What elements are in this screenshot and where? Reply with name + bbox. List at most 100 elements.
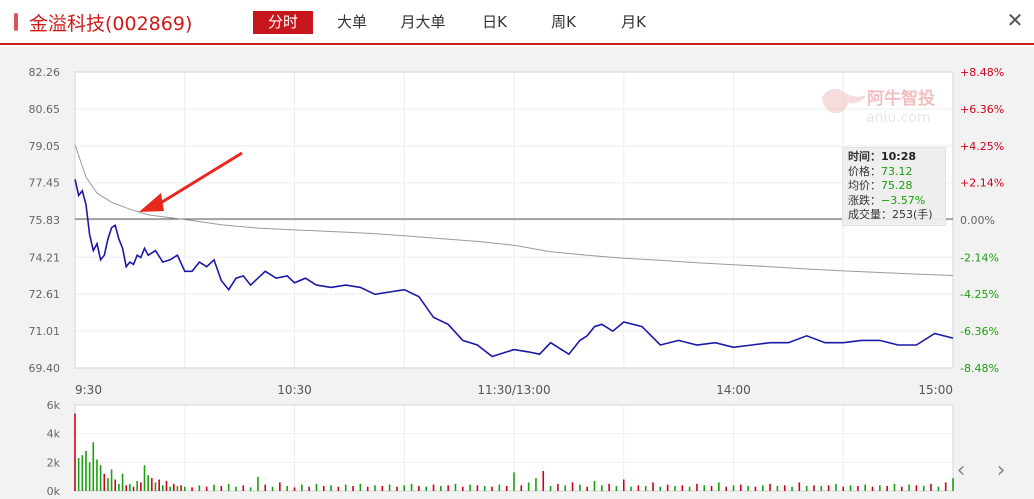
time-tick-label: 10:30 bbox=[277, 383, 312, 397]
tooltip-change-label: 涨跌： bbox=[848, 193, 881, 207]
volume-bar bbox=[879, 485, 881, 491]
volume-bar bbox=[601, 485, 603, 491]
volume-bar bbox=[696, 483, 698, 491]
volume-bar bbox=[264, 484, 267, 491]
volume-bar bbox=[871, 486, 874, 491]
volume-bars bbox=[74, 413, 954, 491]
bull-logo-icon bbox=[822, 88, 866, 114]
volume-bar bbox=[805, 485, 808, 491]
volume-bar bbox=[542, 470, 545, 491]
volume-bar bbox=[608, 483, 610, 491]
volume-bar bbox=[132, 486, 135, 491]
price-tick-label: 79.05 bbox=[29, 140, 61, 153]
percent-tick-label: -4.25% bbox=[960, 288, 999, 301]
time-tick-label: 11:30/13:00 bbox=[477, 383, 550, 397]
tab-monthly-big-order[interactable]: 月大单 bbox=[400, 13, 446, 31]
volume-bar bbox=[922, 485, 925, 491]
watermark-domain: aniu.com bbox=[866, 110, 931, 126]
volume-bar bbox=[440, 485, 442, 491]
volume-bar bbox=[476, 485, 479, 491]
volume-bar bbox=[183, 486, 186, 491]
volume-bar bbox=[432, 484, 435, 491]
volume-bar bbox=[107, 478, 109, 491]
volume-bar bbox=[257, 476, 259, 491]
volume-axis: 6k 4k 2k 0k bbox=[47, 399, 61, 498]
price-tick-label: 72.61 bbox=[29, 288, 61, 301]
volume-bar bbox=[96, 459, 98, 491]
price-line bbox=[74, 179, 954, 358]
volume-bar bbox=[77, 458, 80, 491]
price-tick-label: 77.45 bbox=[29, 177, 61, 190]
volume-bar bbox=[136, 480, 138, 491]
volume-bar bbox=[710, 485, 713, 491]
volume-bar bbox=[652, 482, 654, 491]
volume-bar bbox=[791, 486, 793, 491]
volume-bar bbox=[630, 486, 632, 491]
volume-bar bbox=[92, 442, 95, 491]
volume-bar bbox=[337, 486, 340, 491]
tooltip-price-value: 73.12 bbox=[881, 164, 913, 178]
volume-bar bbox=[674, 485, 676, 491]
volume-bar bbox=[498, 484, 501, 491]
percent-axis: +8.48% +6.36% +4.25% +2.14% 0.00% -2.14% -4.25… bbox=[960, 66, 1004, 375]
volume-bar bbox=[344, 484, 347, 491]
tab-minute[interactable]: 分时 bbox=[253, 11, 313, 34]
volume-bar bbox=[703, 485, 706, 491]
volume-bar bbox=[688, 486, 691, 491]
volume-bar bbox=[315, 483, 318, 491]
volume-bar bbox=[769, 483, 771, 491]
volume-bar bbox=[165, 480, 168, 491]
volume-bar bbox=[615, 485, 618, 491]
annotation-arrow bbox=[139, 151, 243, 212]
volume-tick-label: 4k bbox=[47, 428, 61, 441]
tab-big-order[interactable]: 大单 bbox=[336, 13, 367, 31]
volume-bar bbox=[564, 485, 567, 491]
close-button[interactable]: ✕ bbox=[1000, 6, 1030, 34]
volume-bar bbox=[535, 478, 537, 491]
price-tick-label: 80.65 bbox=[29, 103, 61, 116]
close-icon: ✕ bbox=[1006, 8, 1024, 32]
volume-bar bbox=[322, 485, 325, 491]
percent-tick-label: +4.25% bbox=[960, 140, 1004, 153]
volume-bar bbox=[330, 485, 332, 491]
volume-bar bbox=[352, 485, 354, 491]
volume-bar bbox=[505, 485, 508, 491]
percent-tick-label: +6.36% bbox=[960, 103, 1004, 116]
volume-bar bbox=[586, 486, 588, 491]
volume-bar bbox=[425, 486, 427, 491]
volume-bar bbox=[747, 485, 749, 491]
price-plot-border bbox=[74, 71, 954, 369]
volume-tick-label: 6k bbox=[47, 399, 61, 412]
volume-bar bbox=[849, 485, 852, 491]
volume-bar bbox=[118, 483, 120, 491]
volume-bar bbox=[172, 483, 175, 491]
volume-bar bbox=[110, 469, 113, 491]
volume-bar bbox=[121, 473, 124, 491]
chevron-right-icon: › bbox=[996, 458, 1006, 483]
volume-bar bbox=[461, 486, 464, 491]
tab-weekly-k[interactable]: 周K bbox=[551, 13, 576, 31]
volume-bar bbox=[952, 478, 954, 491]
volume-bar bbox=[220, 485, 223, 491]
volume-bar bbox=[776, 485, 779, 491]
volume-bar bbox=[915, 485, 918, 491]
percent-tick-label: +2.14% bbox=[960, 177, 1004, 190]
tab-monthly-k[interactable]: 月K bbox=[621, 13, 646, 31]
volume-bar bbox=[180, 485, 182, 491]
tab-daily-k[interactable]: 日K bbox=[482, 13, 507, 31]
volume-bar bbox=[359, 483, 362, 491]
chevron-left-icon: ‹ bbox=[956, 458, 966, 483]
volume-bar bbox=[125, 485, 128, 491]
volume-bar bbox=[103, 473, 106, 491]
percent-tick-label: -8.48% bbox=[960, 362, 999, 375]
volume-bar bbox=[579, 484, 581, 491]
next-button[interactable]: › bbox=[990, 457, 1012, 485]
volume-bar bbox=[114, 479, 117, 491]
volume-bar bbox=[388, 484, 391, 491]
volume-bar bbox=[754, 486, 757, 491]
volume-bar bbox=[886, 485, 888, 491]
volume-bar bbox=[469, 484, 471, 491]
intraday-chart: 阿牛智投 aniu.com 82.26 80.65 79.05 77.45 75.83 7… bbox=[29, 66, 1005, 498]
volume-bar bbox=[143, 465, 146, 491]
prev-button[interactable]: ‹ bbox=[950, 457, 972, 485]
